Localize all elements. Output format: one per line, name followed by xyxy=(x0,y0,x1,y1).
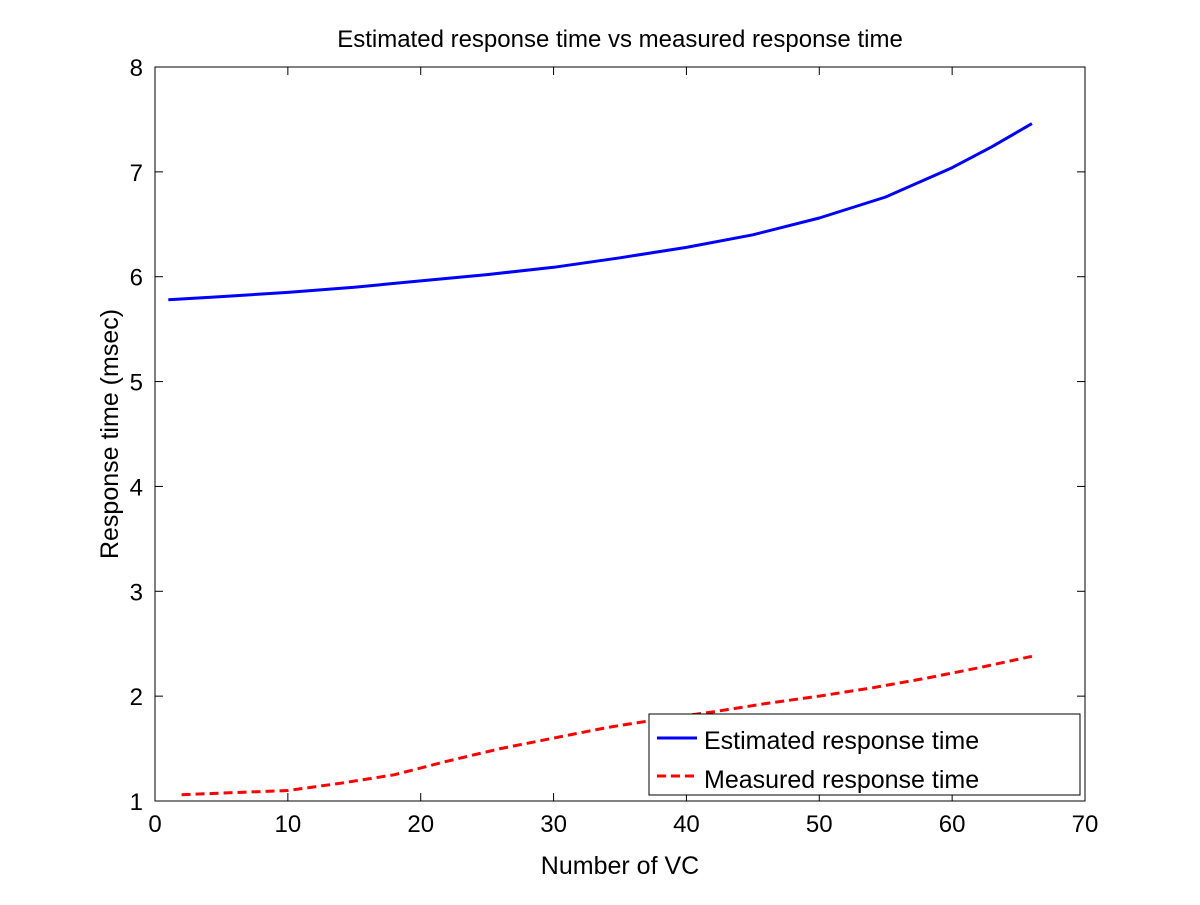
x-axis-label: Number of VC xyxy=(541,852,699,880)
y-tick-label: 2 xyxy=(130,684,143,711)
tick-layer: 0 10 20 30 40 50 60 70 1 2 3 4 5 6 7 8 xyxy=(130,55,1099,838)
x-tick-label: 50 xyxy=(806,811,833,838)
y-tick-label: 7 xyxy=(130,160,143,187)
x-tick-label: 60 xyxy=(939,811,966,838)
x-tick-label: 70 xyxy=(1072,811,1099,838)
y-tick-label: 1 xyxy=(130,789,143,816)
chart-title: Estimated response time vs measured resp… xyxy=(337,26,903,53)
y-tick-label: 6 xyxy=(130,265,143,292)
plot-frame xyxy=(154,66,1086,802)
x-tick-label: 0 xyxy=(148,811,161,838)
y-tick-label: 8 xyxy=(130,55,143,82)
x-tick-label: 10 xyxy=(275,811,302,838)
legend-label-measured: Measured response time xyxy=(704,766,979,794)
x-tick-label: 30 xyxy=(540,811,567,838)
legend: Estimated response time Measured respons… xyxy=(648,713,1081,796)
y-tick-label: 5 xyxy=(130,370,143,397)
series-line-measured xyxy=(181,654,1033,797)
series-line-estimated xyxy=(168,122,1033,302)
plot-area xyxy=(155,67,1085,801)
y-tick-label: 4 xyxy=(130,474,143,501)
x-tick-label: 40 xyxy=(673,811,700,838)
legend-label-estimated: Estimated response time xyxy=(704,727,979,755)
series-layer xyxy=(168,122,1033,797)
y-tick-label: 3 xyxy=(130,579,143,606)
y-axis-label: Response time (msec) xyxy=(96,309,124,559)
x-tick-label: 20 xyxy=(407,811,434,838)
legend-box xyxy=(648,713,1081,796)
